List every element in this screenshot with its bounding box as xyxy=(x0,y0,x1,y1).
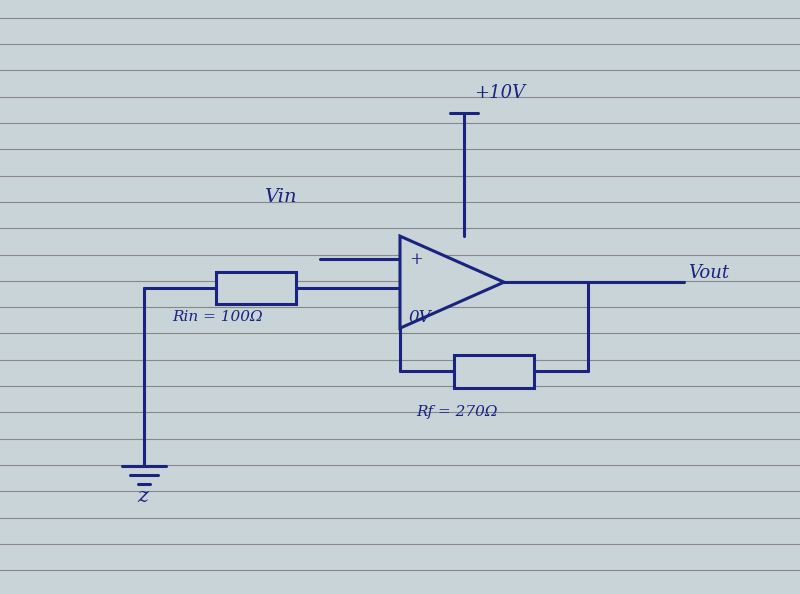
Text: Rf = 270Ω: Rf = 270Ω xyxy=(416,405,498,419)
Text: Vout: Vout xyxy=(688,264,729,282)
Polygon shape xyxy=(400,236,504,328)
Text: Vin: Vin xyxy=(264,188,297,206)
Text: +: + xyxy=(410,251,423,268)
FancyBboxPatch shape xyxy=(454,355,534,388)
Text: 0V: 0V xyxy=(408,309,430,326)
FancyBboxPatch shape xyxy=(216,272,296,305)
Text: Rin = 100Ω: Rin = 100Ω xyxy=(172,309,262,324)
Text: +10V: +10V xyxy=(474,84,525,102)
Text: z: z xyxy=(138,487,149,506)
